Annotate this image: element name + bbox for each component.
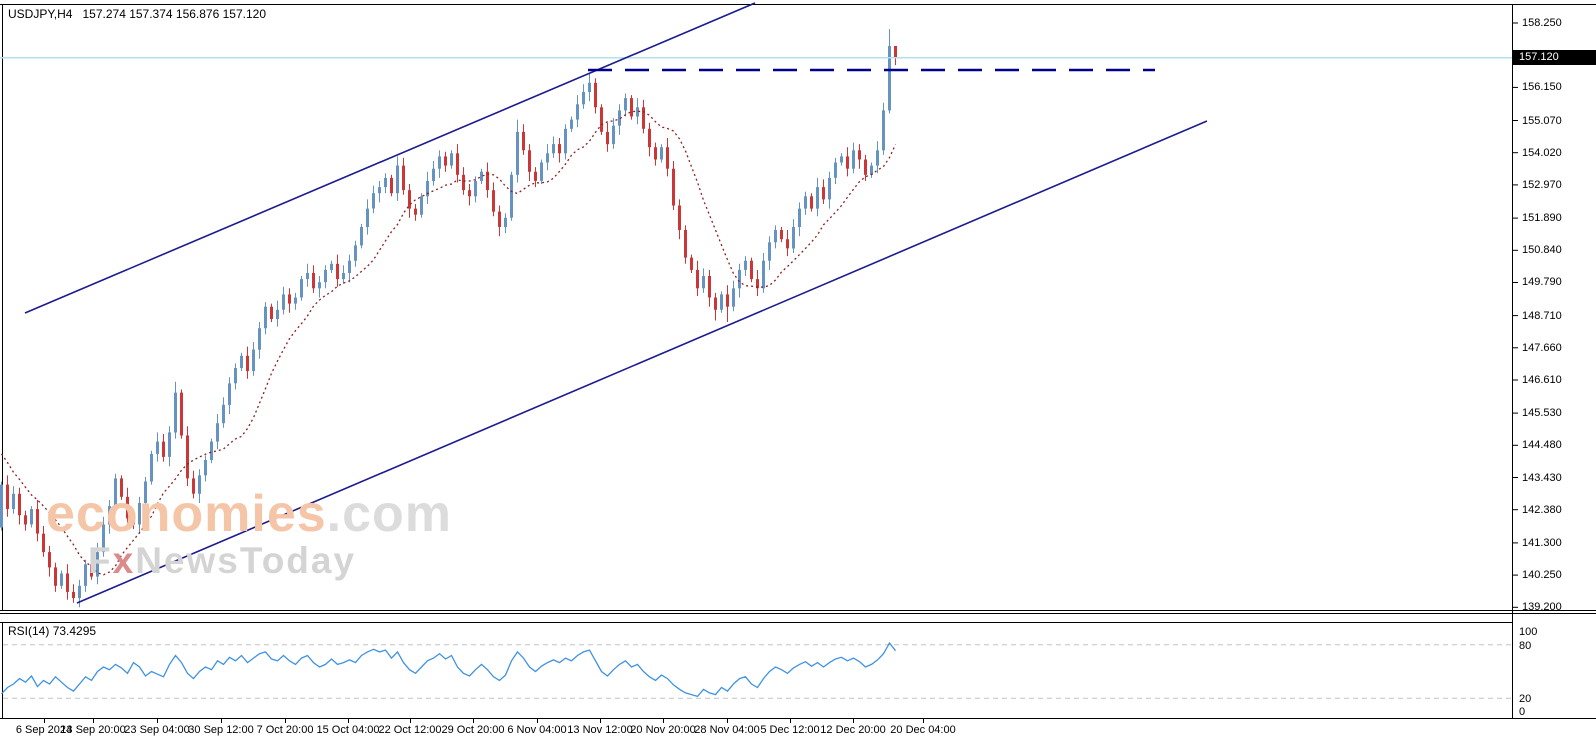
price-axis-label: 139.200 <box>1522 601 1562 614</box>
time-axis-label: 12 Dec 20:00 <box>820 724 886 736</box>
rsi-indicator-value: 73.4295 <box>52 624 97 638</box>
price-axis-label: 148.710 <box>1522 309 1562 322</box>
rsi-axis-label: 0 <box>1519 706 1526 718</box>
price-axis-label: 145.530 <box>1522 407 1562 420</box>
time-axis-label: 29 Oct 20:00 <box>441 724 505 736</box>
price-axis-label: 155.070 <box>1522 114 1562 127</box>
symbol-timeframe: USDJPY,H4 <box>8 7 73 21</box>
pane-borders <box>0 4 1596 719</box>
price-axis-label: 147.660 <box>1522 341 1562 354</box>
price-axis-label: 151.890 <box>1522 212 1562 225</box>
rsi-axis-label: 100 <box>1519 626 1538 638</box>
ohlc-readout: 157.274 157.374 156.876 157.120 <box>82 7 266 21</box>
time-axis-label: 5 Dec 12:00 <box>760 724 820 736</box>
price-axis-label: 152.970 <box>1522 178 1562 191</box>
price-axis-label: 141.300 <box>1522 536 1562 549</box>
candlesticks <box>0 29 897 608</box>
current-price-badge: 157.120 <box>1512 50 1596 66</box>
time-axis-label: 30 Sep 12:00 <box>188 724 254 736</box>
time-axis-label: 7 Oct 20:00 <box>256 724 314 736</box>
time-axis-label: 6 Sep 2024 <box>15 724 73 736</box>
price-axis-label: 158.250 <box>1522 17 1562 29</box>
price-axis-label: 149.790 <box>1522 276 1562 289</box>
trendlines-and-levels[interactable] <box>0 2 1512 604</box>
rsi-axis-label: 80 <box>1519 639 1532 652</box>
time-axis-label: 28 Nov 04:00 <box>694 724 760 736</box>
price-axis-label: 150.840 <box>1522 244 1562 257</box>
chart-title: USDJPY,H4 157.274 157.374 156.876 157.120 <box>8 7 266 21</box>
time-axis-label: 20 Dec 04:00 <box>890 724 956 736</box>
axis-tick-marks <box>44 22 1518 723</box>
rsi-axis-label: 20 <box>1519 693 1532 706</box>
price-axis-label: 140.250 <box>1522 569 1562 582</box>
price-axis-label: 154.020 <box>1522 146 1562 159</box>
time-axis-label: 23 Sep 04:00 <box>124 724 190 736</box>
rsi-line <box>1 641 897 698</box>
rsi-indicator-label: RSI(14) 73.4295 <box>8 624 97 638</box>
rsi-level-gridlines <box>3 644 1512 699</box>
price-axis-label: 156.150 <box>1522 81 1562 94</box>
time-axis-label: 13 Sep 20:00 <box>60 724 126 736</box>
time-axis-label: 13 Nov 12:00 <box>567 724 633 736</box>
time-axis-label: 22 Oct 12:00 <box>378 724 442 736</box>
price-axis-label: 143.430 <box>1522 471 1562 484</box>
price-axis-label: 144.480 <box>1522 439 1562 452</box>
price-axis-label: 146.610 <box>1522 373 1562 386</box>
time-axis-label: 15 Oct 04:00 <box>316 724 380 736</box>
price-axis-label: 142.380 <box>1522 503 1562 516</box>
moving-average-line <box>0 110 897 576</box>
time-axis-label: 6 Nov 04:00 <box>507 724 567 736</box>
time-axis-label: 20 Nov 20:00 <box>630 724 696 736</box>
